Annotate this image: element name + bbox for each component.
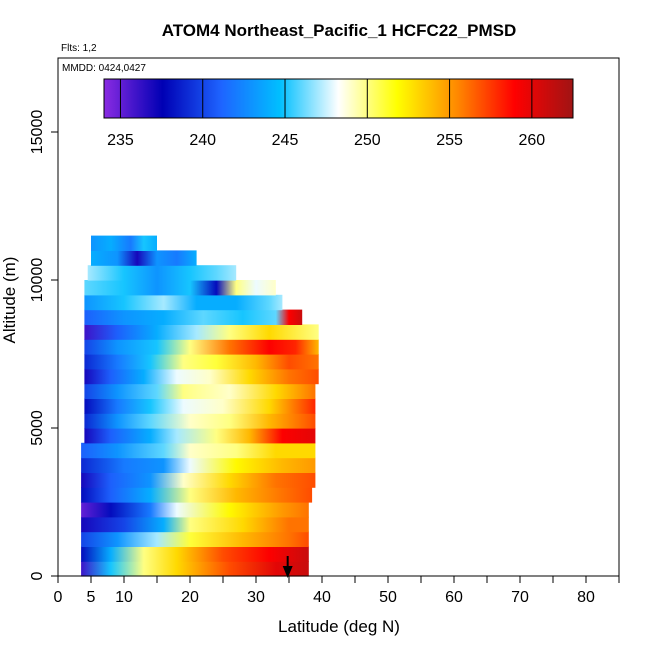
heatmap-row	[84, 413, 316, 429]
colorbar-tick-label: 250	[354, 132, 381, 149]
flights-label: Flts: 1,2	[61, 43, 97, 54]
x-tick-label: 60	[445, 589, 463, 606]
x-tick-label: 30	[247, 589, 265, 606]
colorbar-tick-label: 260	[519, 132, 546, 149]
y-tick-label: 0	[29, 571, 46, 580]
heatmap-row	[84, 428, 316, 444]
heatmap-row	[84, 309, 303, 325]
plot-frame	[57, 57, 620, 577]
chart-title: ATOM4 Northeast_Pacific_1 HCFC22_PMSD	[162, 21, 517, 40]
x-tick-label: 5	[87, 589, 96, 606]
heatmap-row	[91, 235, 157, 251]
dates-label: MMDD: 0424,0427	[62, 63, 146, 74]
heatmap-row	[84, 294, 283, 311]
x-tick-label: 70	[511, 589, 529, 606]
colorbar-tick-label: 235	[107, 132, 134, 149]
heatmap-row	[81, 502, 309, 518]
heatmap-row	[81, 561, 309, 577]
heatmap-row	[91, 250, 197, 266]
heatmap-row	[84, 368, 319, 385]
colorbar-tick-label: 255	[436, 132, 463, 149]
arrow-marker	[282, 556, 293, 578]
y-tick-label: 15000	[29, 110, 46, 155]
heatmap-layer	[81, 235, 319, 577]
x-tick-label: 10	[115, 589, 133, 606]
y-axis-label: Altitude (m)	[0, 257, 19, 344]
heatmap-row	[84, 398, 316, 414]
colorbar-tick-label: 245	[272, 132, 299, 149]
colorbar: 235 240 245 250 255 260	[103, 78, 574, 149]
x-axis: 0 5 10 20 30 40 50 60 70 80	[54, 576, 620, 606]
x-tick-label: 50	[379, 589, 397, 606]
colorbar-gradient	[103, 78, 574, 119]
heatmap-row	[81, 531, 309, 547]
heatmap-row	[84, 354, 319, 370]
heatmap-row	[81, 472, 316, 488]
heatmap-row	[87, 265, 237, 281]
x-axis-label: Latitude (deg N)	[278, 617, 400, 636]
colorbar-tick-label: 240	[189, 132, 216, 149]
heatmap-row	[84, 324, 319, 340]
x-tick-label: 20	[181, 589, 199, 606]
arrow-head	[282, 566, 293, 578]
heatmap-row	[81, 546, 309, 562]
x-tick-label: 0	[54, 589, 63, 606]
y-axis: 0 5000 10000 15000	[29, 110, 58, 580]
heatmap-row	[81, 516, 309, 533]
heatmap-row	[81, 442, 316, 459]
x-tick-label: 40	[313, 589, 331, 606]
heatmap-row	[84, 339, 319, 355]
y-tick-label: 5000	[29, 410, 46, 446]
y-tick-label: 10000	[29, 258, 46, 303]
heatmap-row	[81, 487, 313, 503]
x-tick-label: 80	[577, 589, 595, 606]
heatmap-row	[84, 383, 316, 399]
heatmap-row	[81, 457, 316, 473]
heatmap-row	[84, 280, 276, 296]
